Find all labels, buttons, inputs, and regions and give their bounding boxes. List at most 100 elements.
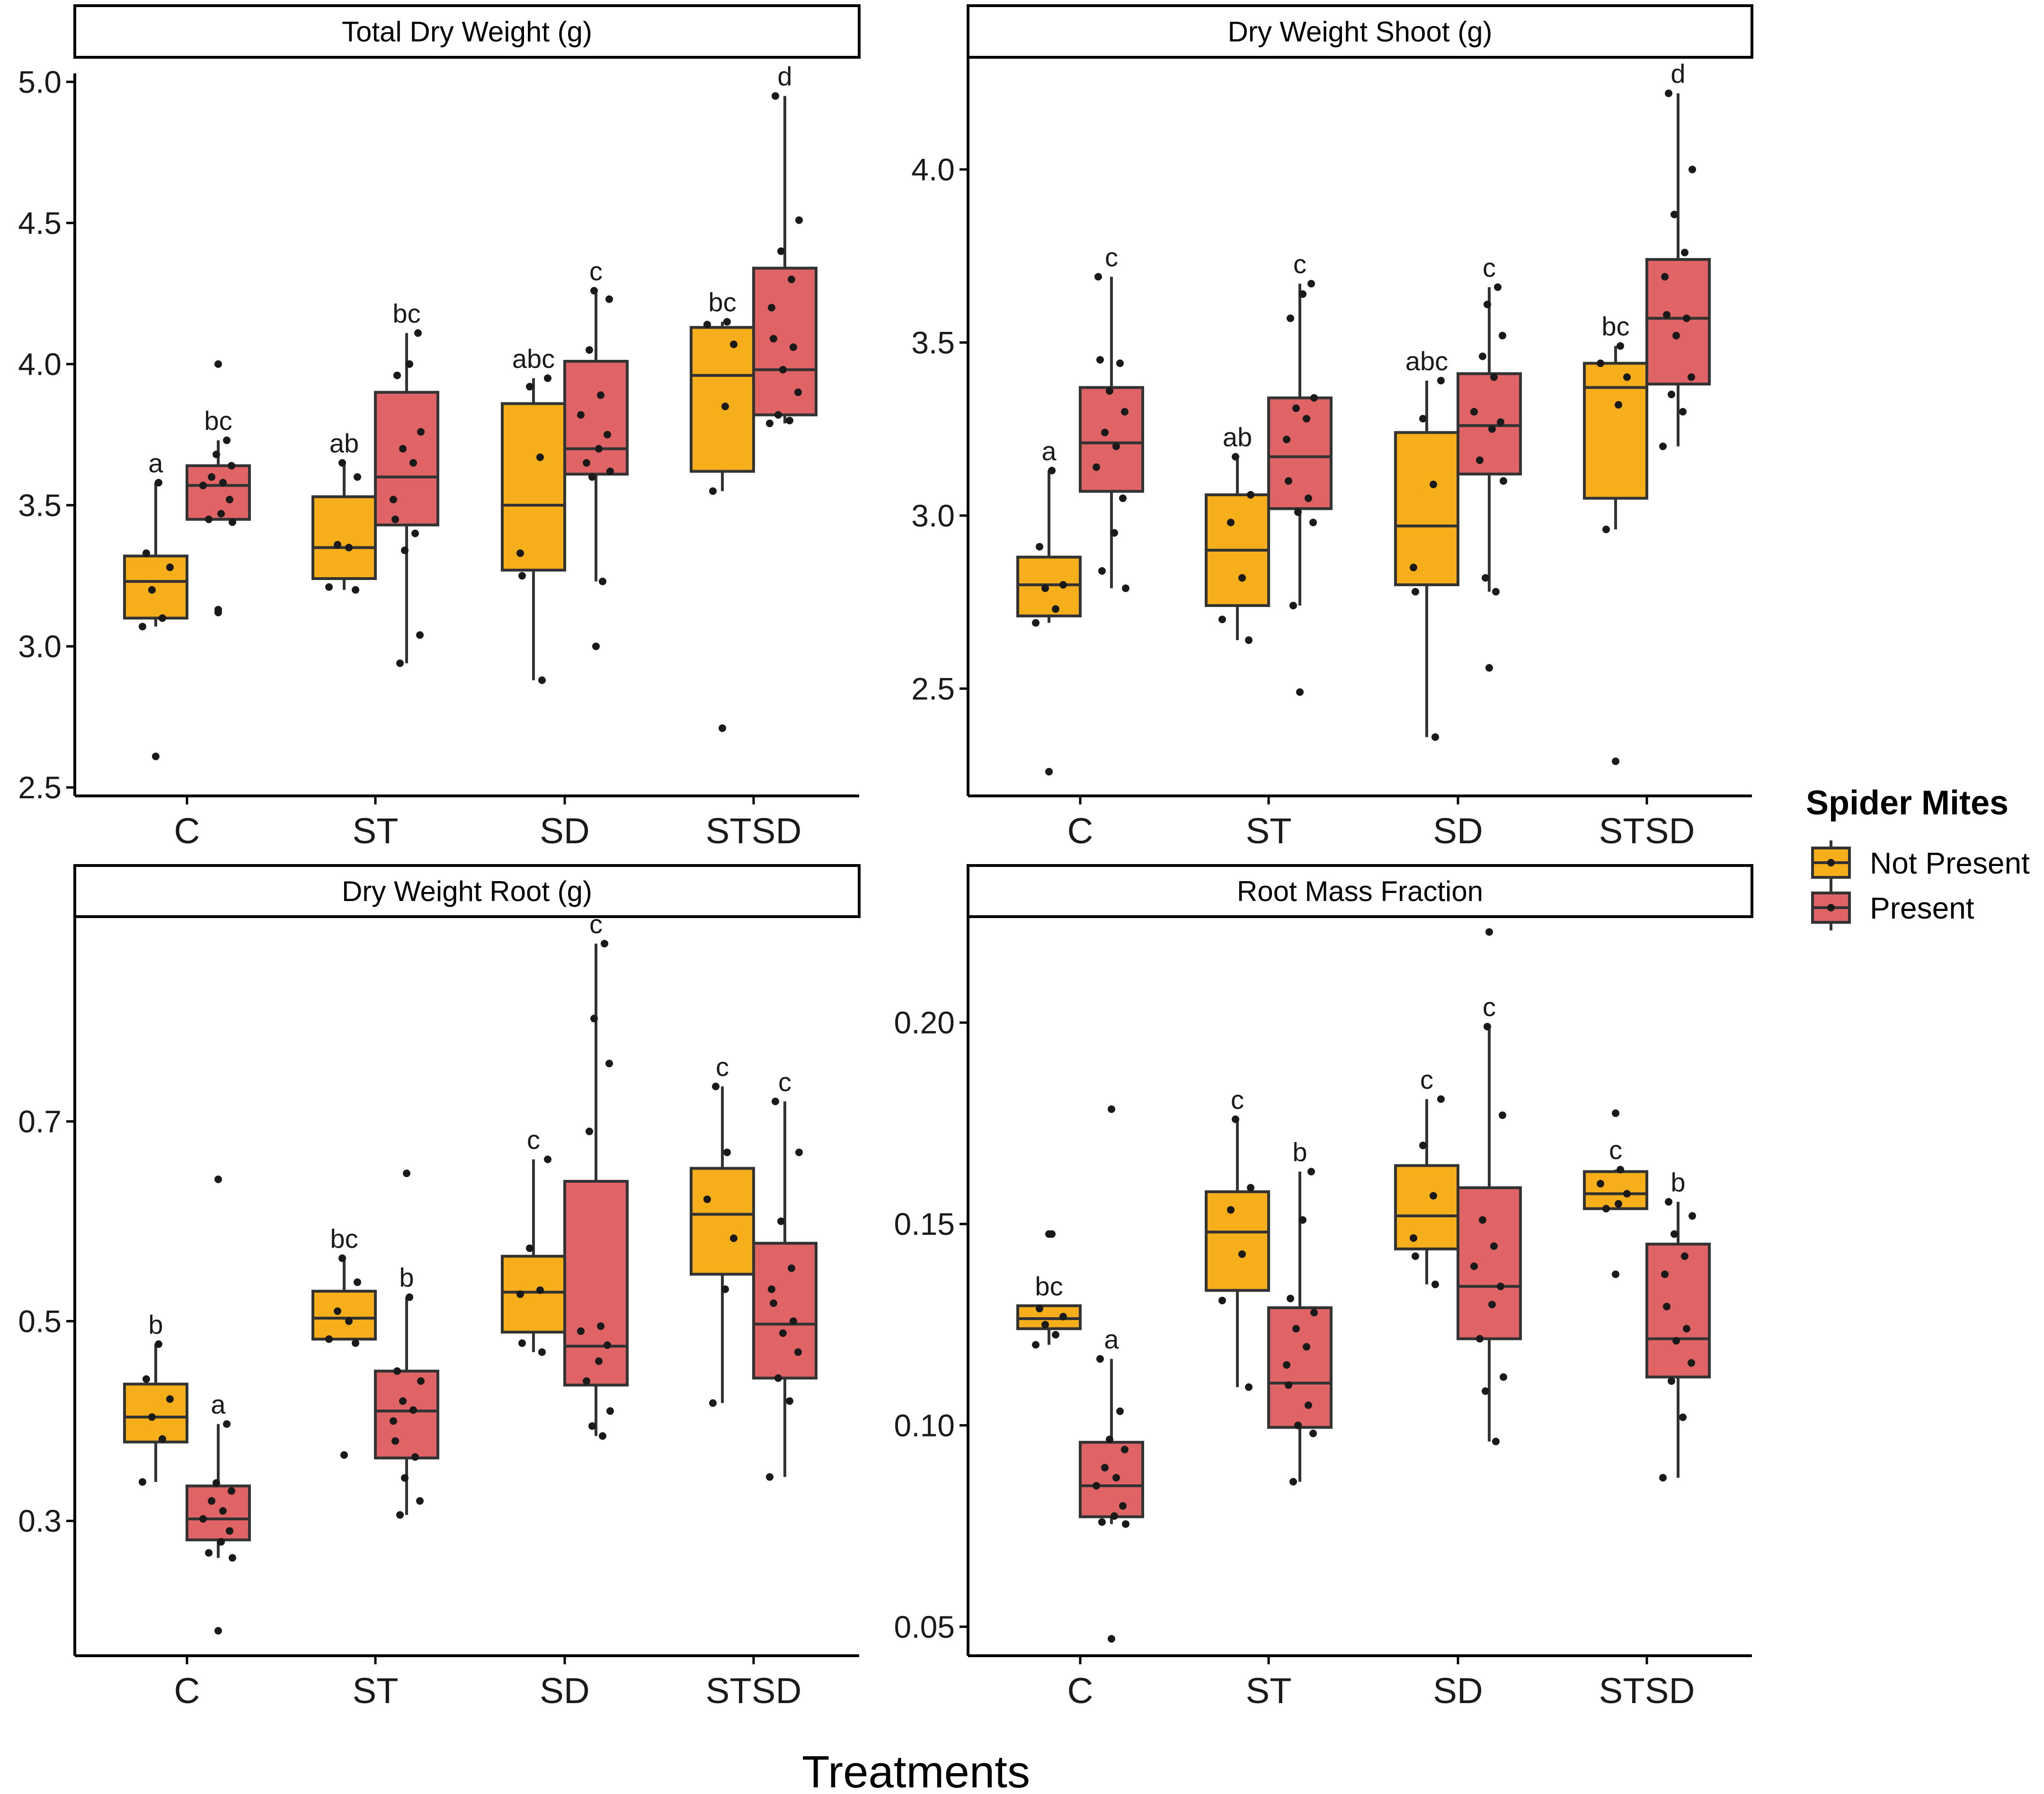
data-point — [1059, 581, 1067, 589]
data-point — [1492, 1437, 1500, 1446]
box-body — [1079, 1441, 1144, 1518]
box-c-present: c — [1079, 242, 1144, 592]
data-point — [516, 1290, 524, 1298]
data-point — [723, 318, 731, 326]
data-point — [774, 1374, 782, 1382]
data-point — [1689, 1212, 1696, 1220]
outlier-point — [1612, 757, 1619, 765]
data-point — [794, 1348, 802, 1356]
data-point — [416, 1497, 424, 1505]
data-point — [516, 549, 524, 557]
data-point — [1096, 1355, 1104, 1363]
data-point — [730, 1234, 738, 1242]
data-point — [1032, 1341, 1040, 1349]
box-body — [374, 1369, 439, 1460]
data-point — [590, 286, 598, 295]
data-point — [1218, 1296, 1226, 1304]
data-point — [586, 346, 593, 354]
data-point — [390, 496, 397, 504]
data-point — [788, 276, 795, 284]
data-point — [1602, 1205, 1610, 1213]
data-point — [401, 546, 409, 554]
data-point — [1052, 605, 1059, 613]
box-sd-not-present: c — [501, 1125, 566, 1356]
box-body — [1394, 1164, 1459, 1250]
panel-total-dry-weight-g: Total Dry Weight (g) 2.5 3.0 3.5 4.0 4.5 5.0 C S… — [18, 4, 861, 851]
data-point — [159, 614, 166, 622]
data-point — [205, 1549, 213, 1557]
box-c-present: a — [186, 1175, 251, 1635]
data-point — [213, 450, 220, 458]
data-point — [139, 623, 146, 631]
data-point — [166, 563, 174, 571]
data-point — [1294, 1421, 1302, 1429]
data-point — [213, 1479, 220, 1487]
box-sd-present: c — [563, 256, 629, 651]
data-point — [1661, 273, 1669, 281]
x-tick-label: SD — [1433, 811, 1483, 851]
y-tick-label: 3.0 — [18, 629, 62, 664]
data-point — [583, 459, 590, 467]
data-point — [1412, 1252, 1419, 1260]
data-point — [345, 1317, 353, 1325]
box-c-not-present: a — [1016, 436, 1082, 776]
data-point — [1112, 1473, 1120, 1482]
outlier-point — [1612, 1109, 1619, 1117]
data-point — [1437, 376, 1445, 384]
data-point — [1093, 463, 1100, 471]
box-body — [186, 1484, 251, 1542]
data-point — [605, 295, 613, 303]
data-point — [219, 1507, 227, 1515]
data-point — [604, 1341, 611, 1349]
significance-letter: bc — [330, 1223, 358, 1253]
box-stsd-present: d — [752, 62, 818, 428]
data-point — [1245, 1383, 1253, 1391]
data-point — [1663, 311, 1671, 319]
data-point — [334, 541, 341, 549]
data-point — [1098, 567, 1106, 575]
data-point — [1287, 314, 1294, 322]
outlier-point — [403, 1169, 410, 1178]
outlier-point — [1108, 1635, 1115, 1643]
x-tick-label: STSD — [1599, 1671, 1695, 1711]
panel-strip — [73, 864, 861, 918]
data-point — [721, 402, 729, 411]
legend-key-dot-present — [1827, 904, 1835, 911]
legend-item-not-present: Not Present — [1811, 840, 2030, 885]
data-point — [1111, 1512, 1118, 1520]
outlier-point — [592, 643, 600, 651]
data-point — [1289, 601, 1297, 609]
data-point — [1410, 1234, 1417, 1242]
x-tick-label: C — [174, 811, 200, 851]
data-point — [1096, 356, 1104, 364]
box-body — [1457, 1186, 1522, 1340]
legend-key-dot-not-present — [1827, 859, 1835, 866]
data-point — [1093, 1482, 1100, 1490]
data-point — [1671, 210, 1678, 218]
significance-letter: ab — [329, 428, 359, 458]
outlier-point — [719, 724, 726, 732]
data-point — [1492, 588, 1500, 596]
data-point — [544, 374, 551, 382]
data-point — [606, 467, 614, 475]
box-stsd-present: b — [1645, 1167, 1711, 1482]
data-point — [1307, 1168, 1315, 1176]
data-point — [1615, 1200, 1622, 1208]
data-point — [205, 515, 213, 523]
data-point — [1479, 352, 1486, 360]
outlier-point — [214, 1627, 222, 1635]
significance-letter: bc — [708, 287, 736, 317]
data-point — [1098, 1518, 1106, 1526]
data-point — [730, 340, 738, 348]
significance-letter: b — [399, 1263, 414, 1293]
box-st-not-present: ab — [311, 428, 377, 594]
data-point — [1227, 518, 1235, 527]
data-point — [1476, 1335, 1484, 1343]
data-point — [795, 216, 803, 224]
box-stsd-present: c — [752, 1067, 818, 1481]
significance-letter: bc — [392, 298, 420, 328]
data-point — [709, 487, 717, 495]
data-point — [1036, 543, 1043, 551]
data-point — [1484, 301, 1491, 308]
data-point — [1119, 1502, 1127, 1510]
